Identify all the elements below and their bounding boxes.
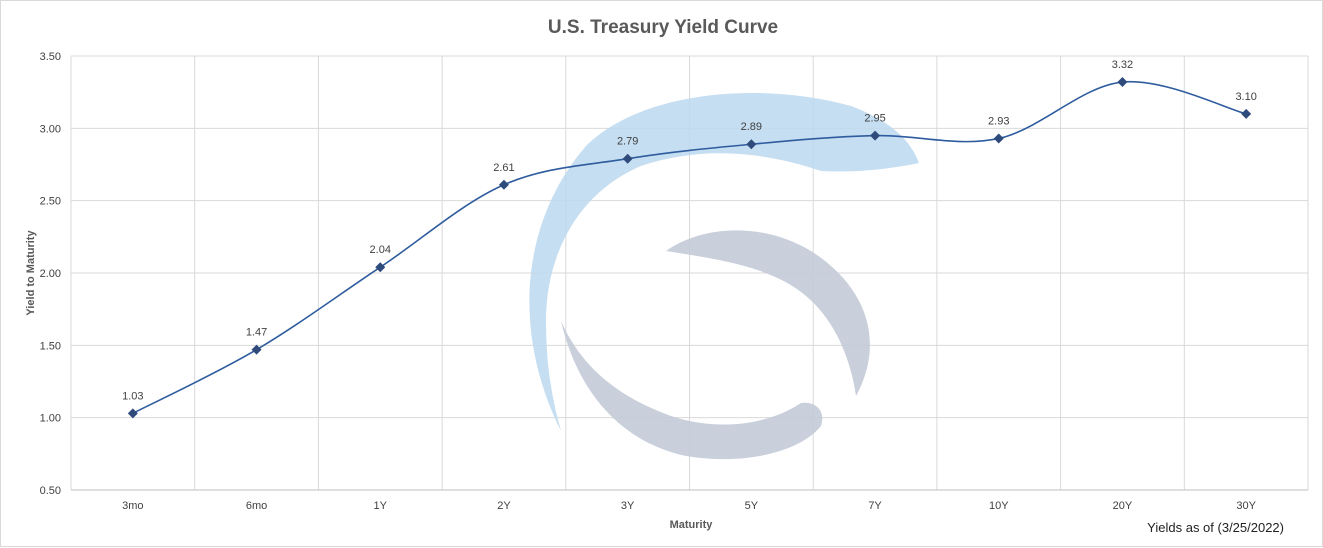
y-tick-label: 3.00 xyxy=(40,123,61,135)
data-value-label: 2.89 xyxy=(741,121,762,133)
data-value-label: 3.10 xyxy=(1235,91,1256,103)
yields-date-note: Yields as of (3/25/2022) xyxy=(1147,520,1284,535)
data-point-marker xyxy=(622,153,633,164)
y-tick-label: 2.00 xyxy=(40,268,61,280)
data-value-label: 1.03 xyxy=(122,390,143,402)
data-point-marker xyxy=(127,408,138,419)
x-tick-label: 6mo xyxy=(246,500,267,512)
x-tick-label: 30Y xyxy=(1236,500,1256,512)
watermark-gray-swoosh xyxy=(561,230,870,460)
data-value-label: 3.32 xyxy=(1112,59,1133,71)
y-tick-label: 0.50 xyxy=(40,485,61,497)
x-tick-label: 1Y xyxy=(374,500,388,512)
y-axis-title: Yield to Maturity xyxy=(25,230,37,316)
data-point-marker xyxy=(1117,77,1128,88)
data-point-marker xyxy=(993,133,1004,144)
x-tick-label: 5Y xyxy=(745,500,759,512)
y-tick-label: 3.50 xyxy=(40,51,61,63)
data-value-label: 1.47 xyxy=(246,327,267,339)
x-tick-label: 10Y xyxy=(989,500,1009,512)
x-tick-label: 3mo xyxy=(122,500,143,512)
x-tick-label: 3Y xyxy=(621,500,635,512)
data-value-label: 2.93 xyxy=(988,115,1009,127)
data-point-marker xyxy=(251,344,262,355)
x-axis-title: Maturity xyxy=(670,519,714,531)
data-point-marker xyxy=(1241,108,1252,119)
data-markers xyxy=(127,77,1252,419)
x-tick-label: 7Y xyxy=(868,500,882,512)
axes: 0.50 1.00 1.50 2.00 2.50 3.00 3.50 3mo 6mo 1Y 2Y 3Y… xyxy=(40,51,1308,512)
data-labels: 1.03 1.47 2.04 2.61 2.79 2.89 2.95 2.93 3.32 3.10 xyxy=(122,59,1257,402)
y-tick-label: 1.00 xyxy=(40,413,61,425)
chart-title: U.S. Treasury Yield Curve xyxy=(548,17,778,38)
x-tick-label: 2Y xyxy=(497,500,511,512)
logo-watermark xyxy=(529,93,919,460)
data-value-label: 2.95 xyxy=(864,113,885,125)
data-value-label: 2.79 xyxy=(617,136,638,148)
y-tick-label: 2.50 xyxy=(40,196,61,208)
data-point-marker xyxy=(746,139,757,150)
data-point-marker xyxy=(498,179,509,190)
data-point-marker xyxy=(870,130,881,141)
watermark-blue-swoosh xyxy=(529,93,919,431)
x-tick-label: 20Y xyxy=(1113,500,1133,512)
data-value-label: 2.04 xyxy=(370,244,391,256)
data-value-label: 2.61 xyxy=(493,162,514,174)
y-tick-label: 1.50 xyxy=(40,340,61,352)
data-point-marker xyxy=(375,262,386,273)
series-line xyxy=(132,80,1247,415)
